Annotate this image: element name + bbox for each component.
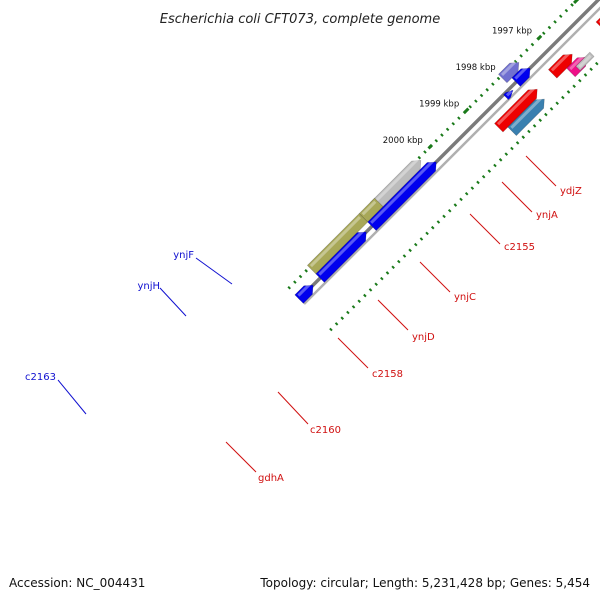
gene-label-text: ynjH bbox=[137, 281, 160, 292]
gene-blue-highlight bbox=[514, 66, 528, 80]
gene-label-gdhA: gdhA bbox=[225, 441, 284, 484]
gene-steel bbox=[507, 97, 545, 136]
gene-gray bbox=[575, 51, 595, 71]
kbp-tick: 1997 kbp bbox=[492, 27, 543, 41]
gene-blue-body bbox=[511, 67, 531, 87]
gene-blue-body bbox=[367, 161, 437, 231]
gene-blue-body bbox=[503, 89, 514, 101]
gene-blue bbox=[367, 160, 437, 231]
gene-label-ynjD: ynjD bbox=[377, 299, 435, 343]
kbp-tick-label: 1998 kbp bbox=[456, 63, 496, 73]
callout-line bbox=[337, 337, 369, 369]
kbp-tick-mark bbox=[573, 0, 579, 4]
gene-label-text: ynjD bbox=[412, 332, 435, 343]
kbp-tick: 1999 kbp bbox=[419, 99, 470, 114]
genome-stats-text: Topology: circular; Length: 5,231,428 bp… bbox=[259, 576, 590, 590]
gene-magenta-highlight bbox=[569, 55, 584, 71]
gene-label-text: ynjF bbox=[173, 250, 194, 261]
gene-blue-body bbox=[294, 284, 314, 304]
gene-label-ynjF: ynjF bbox=[173, 250, 233, 285]
kbp-tick-mark bbox=[536, 34, 543, 41]
kbp-tick-label: 1999 kbp bbox=[419, 99, 459, 109]
map-title: Escherichia coli CFT073, complete genome bbox=[160, 12, 440, 27]
callout-line bbox=[225, 441, 257, 473]
gene-gray-highlight bbox=[372, 158, 419, 205]
gene-blue-highlight bbox=[370, 160, 434, 224]
gene-red bbox=[494, 87, 538, 133]
callout-line bbox=[469, 213, 501, 245]
kbp-tick: 1996 kbp bbox=[528, 0, 579, 4]
gene-olive-highlight bbox=[309, 216, 361, 268]
gene-lavender bbox=[498, 60, 520, 84]
gene-red-highlight bbox=[496, 87, 535, 126]
gene-blue-body bbox=[315, 231, 367, 283]
callout-line bbox=[501, 181, 533, 213]
gene-label-text: gdhA bbox=[258, 473, 284, 484]
gene-label-text: c2160 bbox=[310, 425, 341, 436]
gene-blue bbox=[294, 283, 314, 304]
gene-blue-highlight bbox=[505, 90, 513, 97]
gene-label-c2158: c2158 bbox=[337, 337, 403, 380]
gene-olive-highlight bbox=[361, 200, 377, 216]
callout-line bbox=[277, 391, 309, 425]
gene-label-ydjZ: ydjZ bbox=[525, 155, 582, 197]
kbp-tick-mark bbox=[463, 107, 470, 114]
kbp-tick: 2000 kbp bbox=[383, 136, 434, 150]
gene-label-text: ynjC bbox=[454, 292, 476, 303]
gene-blue-highlight bbox=[297, 283, 311, 297]
gene-label-ynjC: ynjC bbox=[419, 261, 476, 303]
gene-label-ynjA: ynjA bbox=[501, 181, 558, 221]
gene-label-text: c2163 bbox=[25, 372, 56, 383]
gene-label-c2155: c2155 bbox=[469, 213, 535, 253]
gene-label-text: ydjZ bbox=[560, 186, 582, 197]
gene-label-callouts: ydjZ ynjA c2155 ynjC ynjD c2158 c2160 gdhA ynjF y… bbox=[25, 155, 582, 484]
gene-red-body bbox=[547, 53, 573, 79]
gene-features bbox=[294, 17, 600, 304]
gene-label-c2160: c2160 bbox=[277, 391, 341, 436]
gene-label-ynjH: ynjH bbox=[137, 281, 187, 317]
gene-label-c2163: c2163 bbox=[25, 372, 87, 415]
gene-label-text: ynjA bbox=[536, 210, 558, 221]
callout-line bbox=[195, 257, 233, 285]
gene-steel-highlight bbox=[510, 97, 542, 129]
gene-blue-highlight bbox=[318, 230, 364, 276]
gene-label-text: c2158 bbox=[372, 369, 403, 380]
gene-lavender-highlight bbox=[500, 60, 517, 77]
gene-blue bbox=[503, 89, 514, 101]
gene-gray-body bbox=[575, 51, 595, 71]
gene-steel-body bbox=[507, 98, 545, 136]
kbp-tick-label: 2000 kbp bbox=[383, 136, 423, 146]
gene-label-text: c2155 bbox=[504, 242, 535, 253]
callout-line bbox=[525, 155, 557, 187]
gene-red-body bbox=[494, 88, 538, 133]
callout-line bbox=[57, 379, 87, 415]
gene-red bbox=[547, 52, 573, 79]
gene-lavender-body bbox=[498, 62, 520, 84]
gene-gray-highlight bbox=[578, 54, 592, 69]
accession-text: Accession: NC_004431 bbox=[9, 576, 145, 590]
gene-red-highlight bbox=[550, 52, 570, 72]
gene-red-body bbox=[595, 17, 600, 27]
callout-line bbox=[377, 299, 409, 331]
kbp-tick-mark bbox=[427, 143, 434, 150]
gene-blue bbox=[315, 230, 367, 283]
kbp-tick-label: 1997 kbp bbox=[492, 27, 532, 37]
backbone-inner-rail bbox=[303, 6, 600, 305]
gene-blue bbox=[511, 66, 531, 87]
callout-line bbox=[159, 287, 187, 317]
callout-line bbox=[419, 261, 451, 293]
